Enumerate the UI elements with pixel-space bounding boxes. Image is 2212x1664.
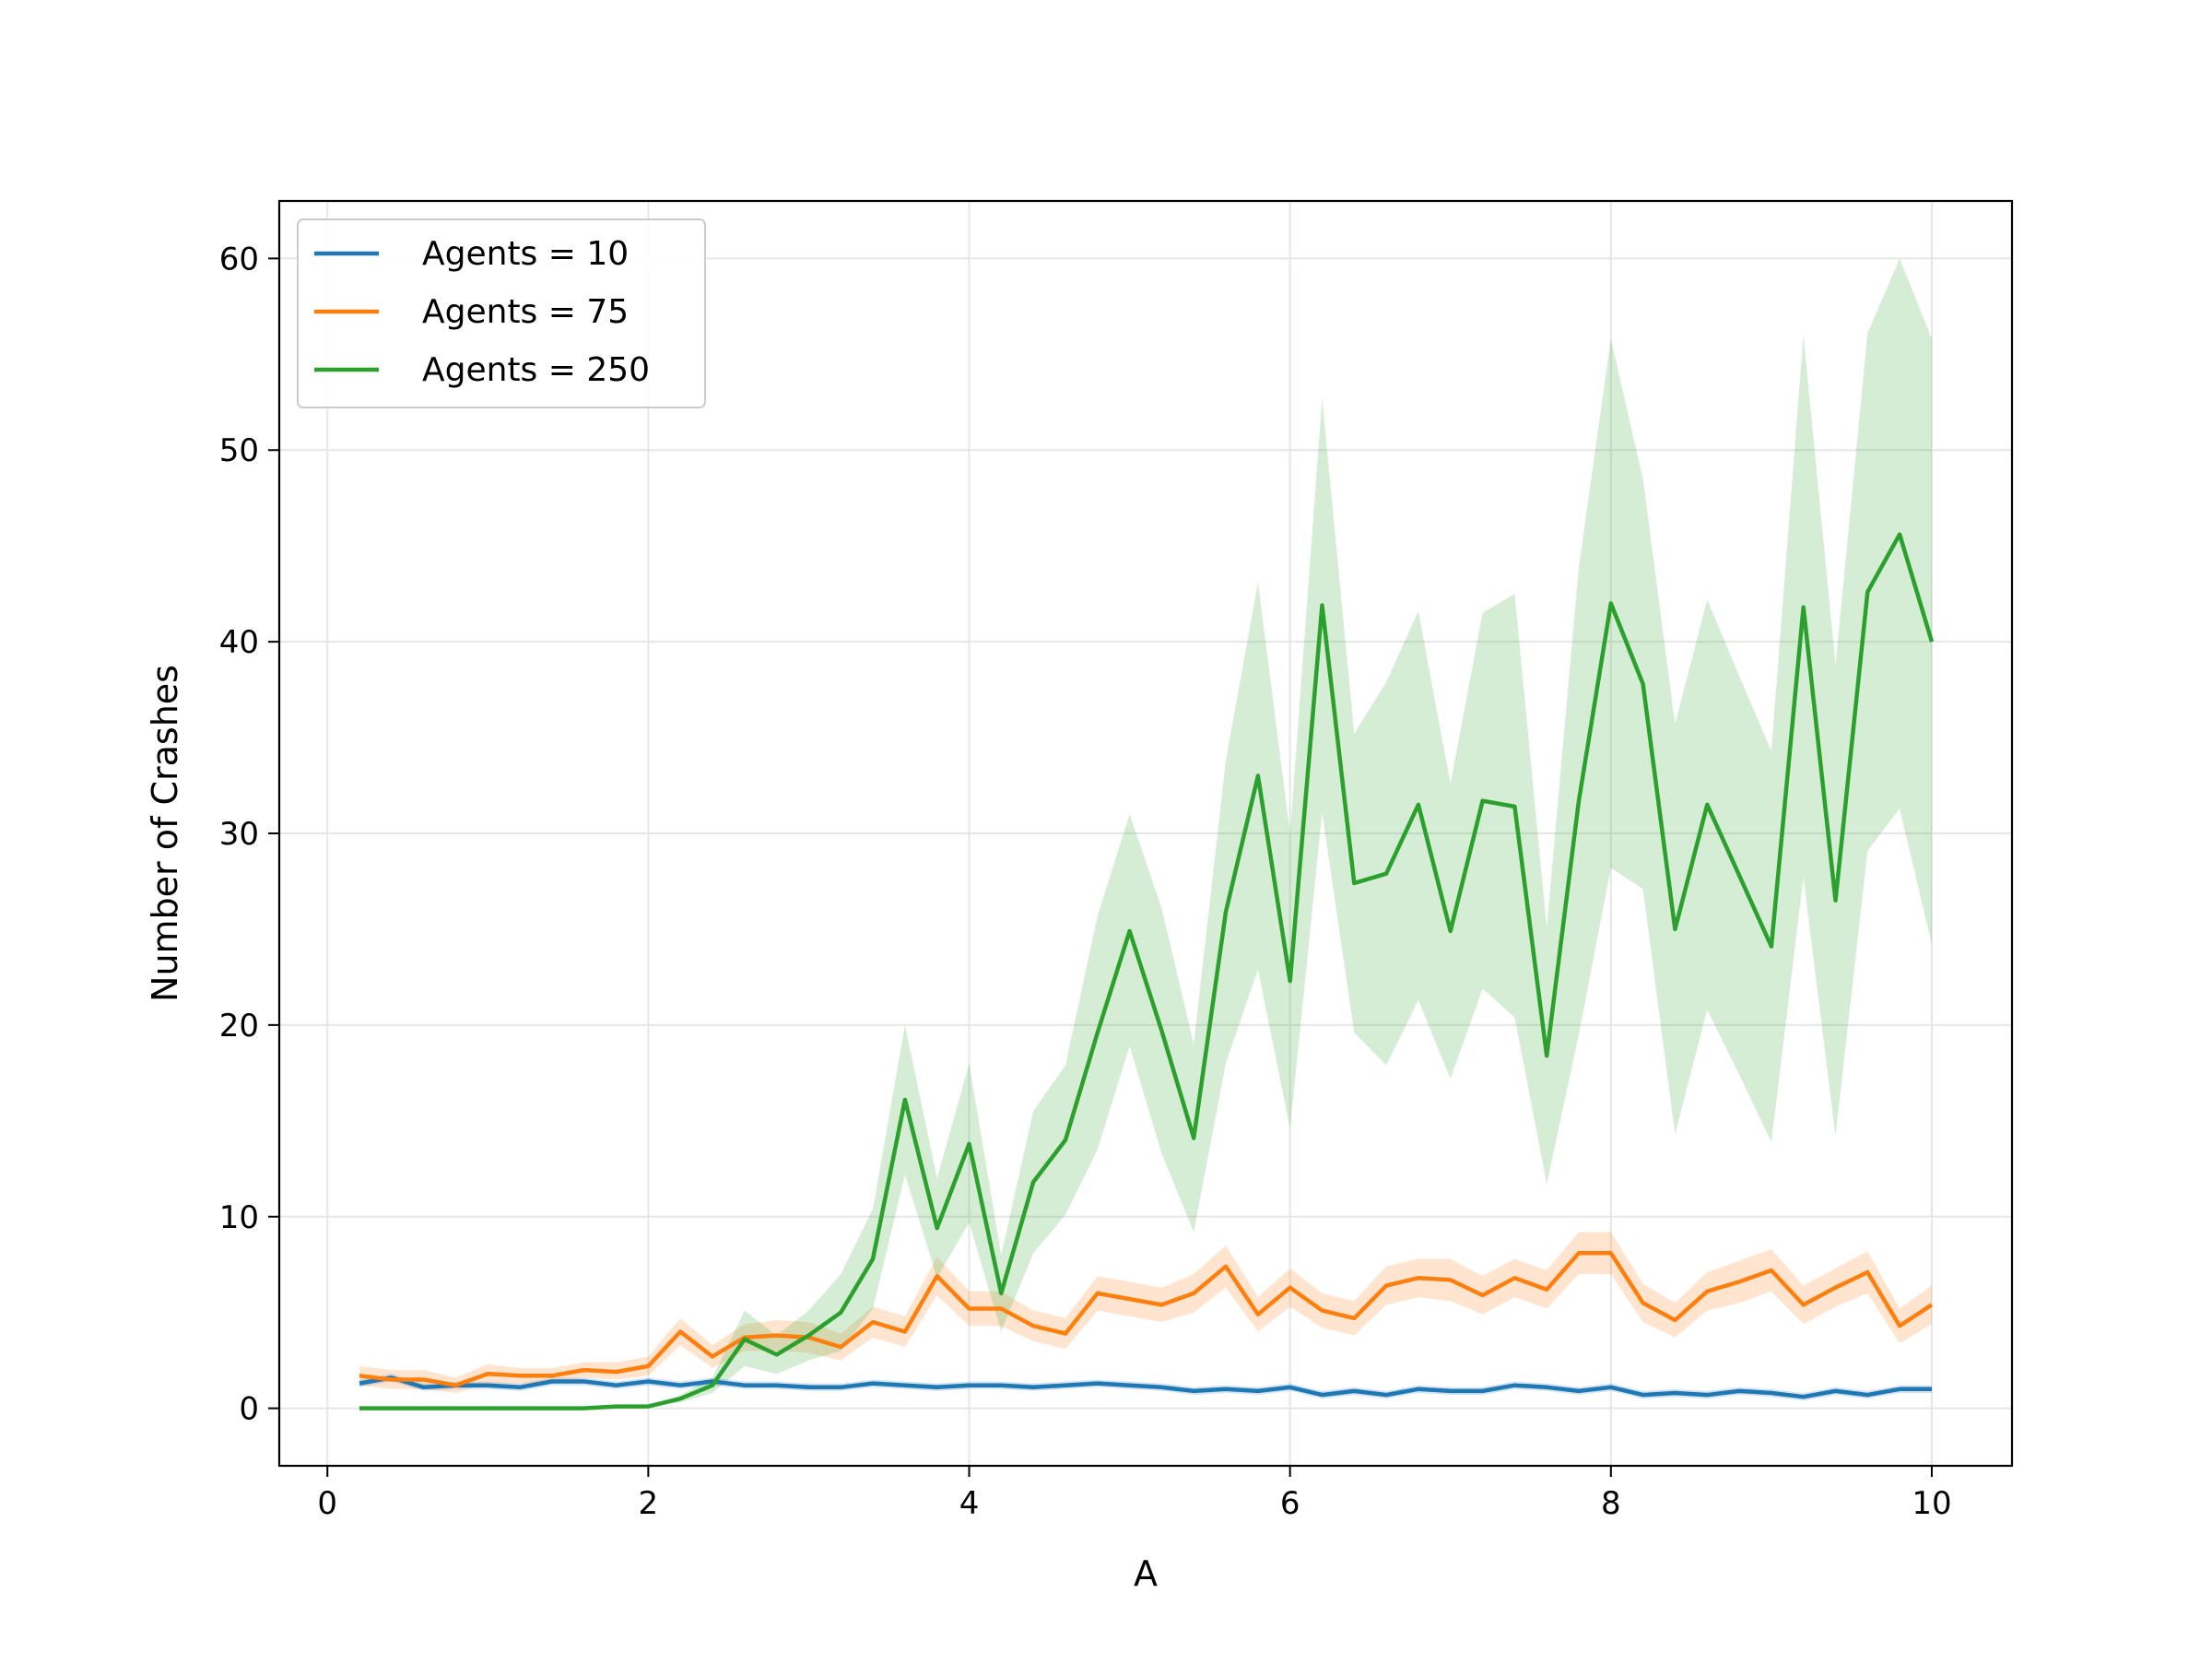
grid [279,201,2012,1466]
line-series-3 [359,532,1935,1410]
x-tick-label: 6 [1280,1485,1300,1522]
band-series-2 [359,1232,1932,1393]
legend-label: Agents = 75 [422,293,629,331]
x-tick-label: 0 [317,1485,337,1522]
line-series-2 [359,1251,1934,1387]
legend-box [297,218,706,408]
legend: Agents = 10 Agents = 75 Agents = 250 [297,218,706,408]
x-tick-label: 2 [639,1485,659,1522]
x-tick-label: 10 [1912,1485,1951,1522]
x-tick-label: 4 [959,1485,980,1522]
y-tick-label: 10 [219,1199,259,1236]
y-tick-label: 60 [219,241,259,277]
x-tick-label: 8 [1601,1485,1621,1522]
y-axis-ticks: 0 10 20 30 40 50 60 [219,241,279,1428]
band-series-3 [359,258,1932,1409]
y-tick-label: 50 [219,432,259,469]
y-tick-label: 30 [219,816,259,853]
y-tick-label: 20 [219,1008,259,1044]
line-series-1 [359,1375,1932,1399]
series-lines [359,532,1935,1410]
legend-label: Agents = 250 [422,351,650,389]
x-axis-ticks: 0 2 4 6 8 10 [317,1466,1952,1522]
y-tick-label: 40 [219,624,259,661]
x-axis-label: A [1134,1553,1158,1594]
y-axis-label: Number of Crashes [145,665,185,1002]
y-tick-label: 0 [239,1391,259,1428]
legend-label: Agents = 10 [422,235,629,273]
